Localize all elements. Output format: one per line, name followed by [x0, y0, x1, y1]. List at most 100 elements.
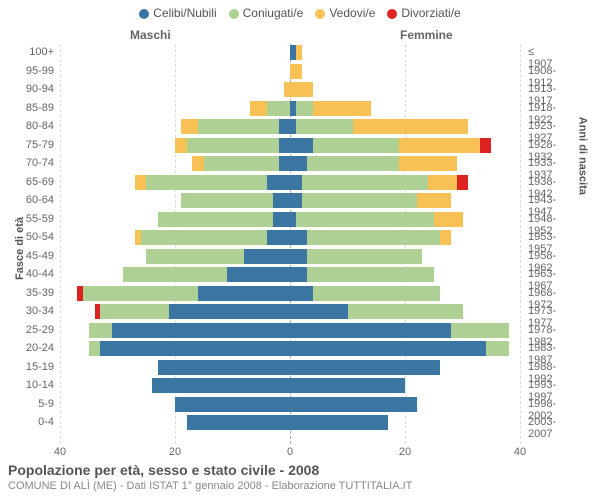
bar-segment-female-vedovi [417, 193, 452, 208]
plot-area: 100+≤ 190795-991908-191290-941913-191785… [60, 44, 520, 444]
age-row: 5-91998-2002 [60, 396, 520, 413]
age-row: 55-591948-1952 [60, 211, 520, 228]
bar-segment-female-vedovi [399, 138, 480, 153]
bar-segment-male-divorziati [77, 286, 83, 301]
age-row: 85-891918-1922 [60, 100, 520, 117]
age-row: 30-341973-1977 [60, 303, 520, 320]
age-label: 100+ [16, 46, 54, 58]
age-label: 85-89 [16, 102, 54, 114]
legend-swatch [315, 9, 325, 19]
bar-segment-male-coniugati [123, 267, 227, 282]
age-label: 40-44 [16, 268, 54, 280]
age-row: 20-241983-1987 [60, 340, 520, 357]
bar-segment-male-vedovi [181, 119, 198, 134]
bar-segment-female-vedovi [428, 175, 457, 190]
x-axis-tick: 20 [399, 446, 411, 458]
legend-swatch [387, 9, 397, 19]
left-side-title: Maschi [130, 28, 171, 42]
age-row: 10-141993-1997 [60, 377, 520, 394]
bar-segment-female-coniugati [348, 304, 463, 319]
age-row: 60-641943-1947 [60, 192, 520, 209]
bar-segment-male-coniugati [100, 304, 169, 319]
bar-segment-female-celibi [290, 397, 417, 412]
bar-segment-female-coniugati [313, 286, 440, 301]
age-label: 10-14 [16, 379, 54, 391]
bar-segment-female-celibi [290, 267, 307, 282]
bar-segment-female-celibi [290, 156, 307, 171]
bar-segment-male-coniugati [89, 341, 101, 356]
bar-segment-female-coniugati [307, 249, 422, 264]
age-row: 80-841923-1927 [60, 118, 520, 135]
caption-title: Popolazione per età, sesso e stato civil… [8, 462, 319, 478]
caption-subtitle: COMUNE DI ALÌ (ME) - Dati ISTAT 1° genna… [8, 480, 412, 492]
legend-item: Celibi/Nubili [139, 6, 216, 20]
bar-segment-male-celibi [227, 267, 290, 282]
birth-year-label: 2003-2007 [528, 416, 556, 440]
bar-segment-male-coniugati [146, 175, 267, 190]
bar-segment-female-vedovi [440, 230, 452, 245]
age-label: 70-74 [16, 157, 54, 169]
age-row: 95-991908-1912 [60, 63, 520, 80]
age-row: 45-491958-1962 [60, 248, 520, 265]
bar-segment-male-celibi [187, 415, 291, 430]
bar-segment-female-celibi [290, 230, 307, 245]
bar-segment-female-coniugati [451, 323, 509, 338]
bar-segment-male-coniugati [198, 119, 279, 134]
bar-segment-female-coniugati [313, 138, 399, 153]
bar-segment-female-celibi [290, 175, 302, 190]
age-label: 15-19 [16, 361, 54, 373]
bar-segment-female-vedovi [434, 212, 463, 227]
bar-segment-male-coniugati [181, 193, 273, 208]
grid-line [520, 44, 521, 444]
age-label: 95-99 [16, 65, 54, 77]
age-label: 20-24 [16, 342, 54, 354]
age-label: 90-94 [16, 83, 54, 95]
bar-segment-female-celibi [290, 378, 405, 393]
age-row: 75-791928-1932 [60, 137, 520, 154]
bar-segment-female-vedovi [290, 64, 302, 79]
age-label: 65-69 [16, 176, 54, 188]
age-row: 40-441963-1967 [60, 266, 520, 283]
age-row: 25-291978-1982 [60, 322, 520, 339]
bar-segment-male-vedovi [175, 138, 187, 153]
bar-segment-female-celibi [290, 360, 440, 375]
bar-segment-male-coniugati [267, 101, 290, 116]
bar-segment-male-celibi [152, 378, 290, 393]
age-label: 0-4 [16, 416, 54, 428]
bar-segment-female-celibi [290, 341, 486, 356]
bar-segment-female-coniugati [307, 230, 439, 245]
bar-segment-female-vedovi [296, 45, 302, 60]
bar-segment-female-coniugati [307, 267, 434, 282]
bar-segment-male-vedovi [135, 175, 147, 190]
bar-segment-female-coniugati [296, 101, 313, 116]
legend-swatch [229, 9, 239, 19]
age-row: 70-741933-1937 [60, 155, 520, 172]
bar-segment-male-celibi [169, 304, 290, 319]
age-row: 65-691938-1942 [60, 174, 520, 191]
bar-segment-male-celibi [112, 323, 290, 338]
bar-segment-male-celibi [273, 193, 290, 208]
legend-label: Vedovi/e [329, 6, 375, 20]
bar-segment-male-coniugati [141, 230, 268, 245]
age-label: 30-34 [16, 305, 54, 317]
legend-item: Divorziati/e [387, 6, 460, 20]
age-row: 100+≤ 1907 [60, 44, 520, 61]
bar-segment-female-celibi [290, 415, 388, 430]
legend-label: Celibi/Nubili [153, 6, 216, 20]
bar-segment-male-celibi [267, 175, 290, 190]
bar-segment-male-celibi [175, 397, 290, 412]
bar-segment-male-celibi [100, 341, 290, 356]
bar-segment-female-coniugati [486, 341, 509, 356]
legend-item: Coniugati/e [229, 6, 304, 20]
legend-swatch [139, 9, 149, 19]
bar-segment-female-coniugati [307, 156, 399, 171]
bar-segment-male-celibi [244, 249, 290, 264]
x-axis-tick: 20 [169, 446, 181, 458]
bar-segment-female-vedovi [313, 101, 371, 116]
bar-segment-male-celibi [267, 230, 290, 245]
y-axis-right-title: Anni di nascita [576, 117, 588, 195]
age-label: 50-54 [16, 231, 54, 243]
bar-segment-male-coniugati [89, 323, 112, 338]
bar-segment-male-coniugati [158, 212, 273, 227]
bar-segment-male-celibi [279, 119, 291, 134]
